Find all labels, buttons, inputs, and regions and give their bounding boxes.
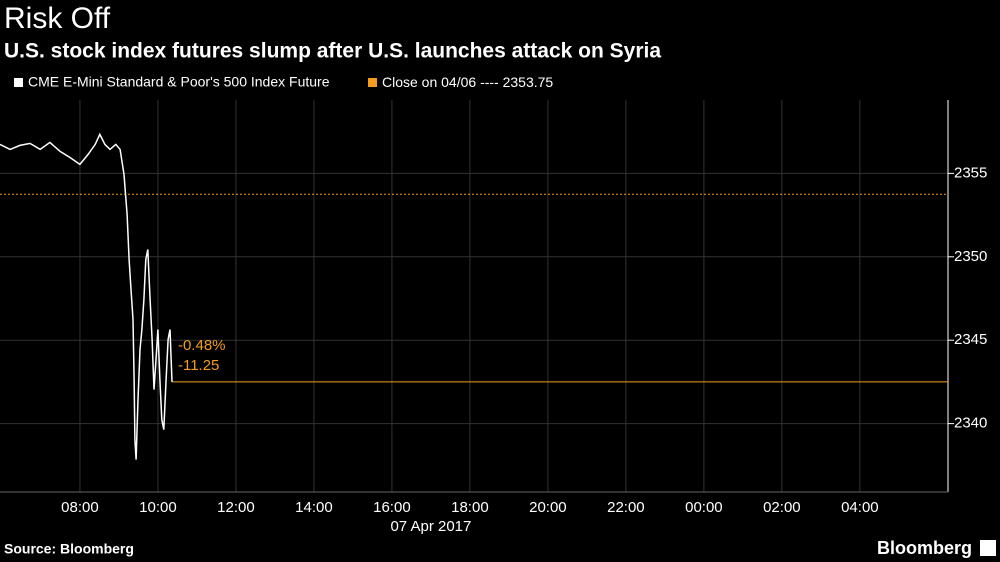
last-price-label: -11.25: [178, 357, 219, 374]
y-tick-label: 2350: [954, 248, 987, 265]
legend-value: 2353.75: [503, 74, 554, 90]
x-tick-label: 12:00: [217, 499, 255, 516]
x-tick-label: 00:00: [685, 499, 723, 516]
x-tick-label: 16:00: [373, 499, 411, 516]
brand: Bloomberg: [877, 538, 972, 558]
chart-subtitle: U.S. stock index futures slump after U.S…: [4, 40, 661, 63]
last-price-label: -0.48%: [178, 337, 226, 354]
legend-swatch: [368, 78, 377, 87]
x-tick-label: 10:00: [139, 499, 177, 516]
source: Source: Bloomberg: [4, 541, 134, 557]
chart-title: Risk Off: [4, 2, 111, 35]
y-tick-label: 2345: [954, 331, 987, 348]
legend-label: Close on 04/06 ----: [382, 74, 499, 90]
x-tick-label: 04:00: [841, 499, 879, 516]
x-tick-label: 08:00: [61, 499, 99, 516]
date-label: 07 Apr 2017: [390, 518, 471, 535]
x-tick-label: 20:00: [529, 499, 567, 516]
y-tick-label: 2355: [954, 164, 987, 181]
x-tick-label: 14:00: [295, 499, 333, 516]
legend-entry: CME E-Mini Standard & Poor's 500 Index F…: [28, 74, 330, 90]
x-tick-label: 02:00: [763, 499, 801, 516]
x-tick-label: 18:00: [451, 499, 489, 516]
line: [0, 132, 173, 460]
y-tick-label: 2340: [954, 415, 987, 432]
brand-icon: [980, 540, 996, 556]
legend-entry: Close on 04/06 ---- 2353.75: [382, 74, 553, 90]
x-tick-label: 22:00: [607, 499, 645, 516]
legend-swatch: [14, 78, 23, 87]
